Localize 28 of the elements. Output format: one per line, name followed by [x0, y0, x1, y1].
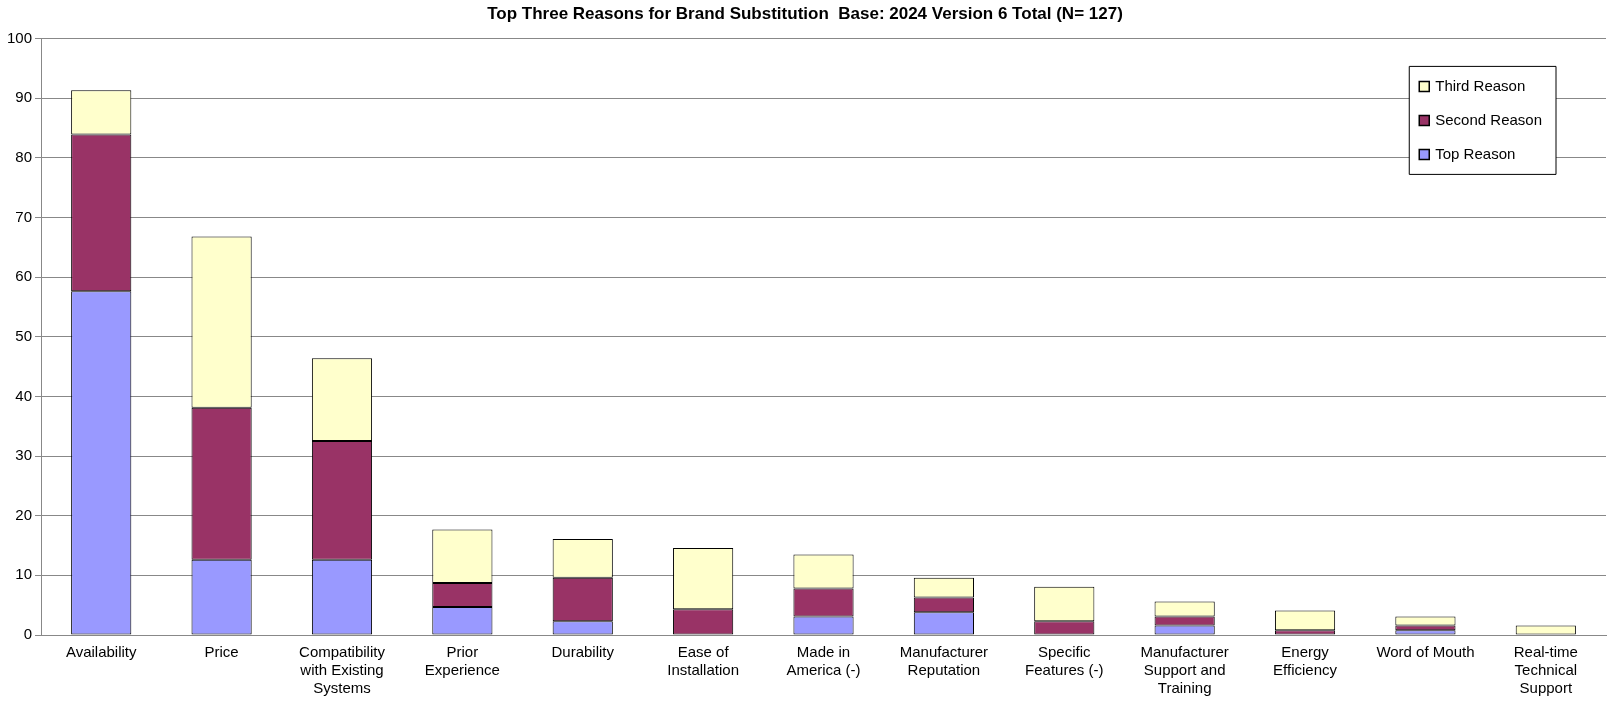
y-tick-label: 10 [15, 565, 33, 583]
x-tick-label: Compatibility with Existing Systems [299, 643, 386, 697]
x-tick-label: Prior Experience [424, 643, 500, 679]
x-tick-label: Made in America (-) [786, 643, 861, 679]
y-tick-label: 80 [15, 147, 33, 165]
y-tick-label: 0 [23, 625, 33, 643]
x-tick-label: Word of Mouth [1376, 643, 1475, 661]
y-tick-label: 20 [15, 505, 33, 523]
y-tick-label: 100 [7, 28, 33, 46]
x-tick-label: Manufacturer Reputation [899, 643, 989, 679]
y-tick-label: 40 [15, 386, 33, 404]
x-tick-label: Durability [551, 643, 615, 661]
chart-title: Top Three Reasons for Brand Substitution Base: 2024 Version 6 Total (N= 127) [487, 3, 1123, 23]
x-tick-label: Availability [65, 643, 138, 661]
x-tick-label: Real-time Technical Support [1513, 643, 1578, 697]
y-tick-label: 60 [15, 267, 33, 285]
y-tick-label: 70 [15, 207, 33, 225]
legend-label: Third Reason [1435, 76, 1526, 94]
y-tick-label: 30 [15, 446, 33, 464]
y-tick-label: 50 [15, 326, 33, 344]
x-tick-label: Energy Efficiency [1273, 643, 1338, 679]
legend-label: Top Reason [1435, 144, 1516, 162]
y-tick-label: 90 [15, 88, 33, 106]
x-tick-label: Price [204, 643, 239, 661]
x-tick-label: Specific Features (-) [1025, 643, 1104, 679]
x-tick-label: Manufacturer Support and Training [1140, 643, 1229, 697]
legend-label: Second Reason [1435, 110, 1543, 128]
x-tick-label: Ease of Installation [667, 643, 739, 679]
